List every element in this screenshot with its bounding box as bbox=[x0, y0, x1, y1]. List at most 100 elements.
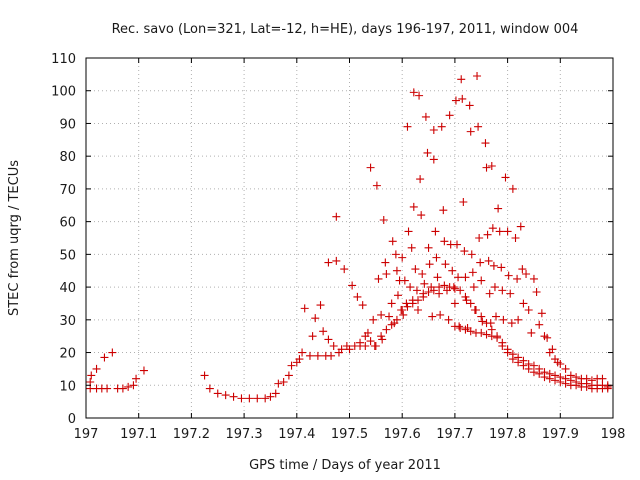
data-point bbox=[382, 325, 391, 334]
data-point bbox=[92, 364, 101, 373]
data-point bbox=[379, 216, 388, 224]
data-point bbox=[279, 378, 288, 386]
data-point bbox=[540, 373, 549, 382]
data-point bbox=[229, 392, 238, 401]
data-point bbox=[529, 274, 538, 283]
data-point bbox=[487, 332, 496, 341]
data-point bbox=[437, 122, 446, 131]
data-point bbox=[406, 283, 415, 292]
data-point bbox=[451, 96, 460, 105]
data-point bbox=[537, 309, 546, 318]
data-point bbox=[337, 345, 346, 354]
data-point bbox=[418, 270, 427, 278]
data-point bbox=[356, 342, 365, 350]
axis-ticks: 197 197.1 197.2 197.3 197.4 197.5 197.6 197.7 19… bbox=[51, 52, 625, 442]
data-point bbox=[419, 289, 428, 298]
data-point bbox=[471, 306, 480, 314]
data-point bbox=[488, 224, 497, 233]
y-tick-label: 20 bbox=[59, 347, 76, 362]
data-point bbox=[108, 348, 117, 357]
data-point bbox=[466, 127, 475, 136]
data-point bbox=[603, 384, 612, 393]
data-point bbox=[519, 299, 528, 308]
data-point bbox=[391, 250, 400, 259]
data-point bbox=[274, 379, 283, 388]
data-point bbox=[411, 265, 420, 274]
data-point bbox=[348, 281, 357, 290]
y-tick-label: 100 bbox=[51, 85, 76, 100]
data-point bbox=[403, 302, 412, 311]
data-point bbox=[466, 327, 475, 336]
data-point bbox=[398, 306, 407, 314]
data-point bbox=[409, 202, 418, 211]
data-point bbox=[414, 296, 423, 305]
data-point bbox=[532, 288, 541, 296]
data-point bbox=[139, 366, 148, 375]
data-point bbox=[444, 315, 453, 324]
data-point bbox=[424, 243, 433, 252]
data-point bbox=[420, 279, 429, 288]
data-point bbox=[118, 384, 127, 393]
data-point bbox=[441, 260, 450, 269]
data-point bbox=[494, 204, 503, 213]
data-point bbox=[324, 258, 333, 267]
chart-title: Rec. savo (Lon=321, Lat=-12, h=HE), days… bbox=[112, 22, 579, 37]
data-point bbox=[414, 306, 423, 314]
data-point bbox=[436, 310, 445, 319]
y-tick-label: 30 bbox=[59, 314, 76, 329]
data-point bbox=[456, 286, 465, 295]
data-point bbox=[377, 310, 386, 319]
data-point bbox=[458, 94, 467, 103]
data-point bbox=[361, 332, 370, 341]
data-point bbox=[483, 230, 492, 239]
data-point bbox=[378, 335, 387, 344]
data-point bbox=[450, 322, 459, 331]
data-point bbox=[475, 234, 484, 242]
x-tick-label: 197 bbox=[74, 427, 99, 442]
data-point bbox=[385, 312, 394, 321]
x-tick-label: 197.3 bbox=[225, 427, 262, 442]
data-point bbox=[450, 299, 459, 308]
y-axis-label: STEC from uqrg / TECUs bbox=[7, 160, 22, 316]
data-point bbox=[478, 317, 487, 326]
data-point bbox=[462, 296, 471, 305]
data-point bbox=[477, 276, 486, 285]
data-point bbox=[445, 111, 454, 120]
data-point bbox=[329, 342, 338, 350]
data-point bbox=[425, 260, 434, 269]
data-point bbox=[412, 286, 421, 295]
data-point bbox=[432, 253, 441, 262]
data-point bbox=[582, 382, 591, 391]
data-point bbox=[423, 148, 432, 157]
data-point bbox=[435, 283, 444, 292]
data-point bbox=[535, 320, 544, 329]
data-point bbox=[511, 234, 520, 242]
data-point bbox=[490, 283, 499, 292]
data-point bbox=[129, 381, 138, 390]
data-point bbox=[377, 332, 386, 341]
data-point bbox=[440, 281, 449, 290]
data-point bbox=[493, 333, 502, 342]
data-point bbox=[366, 337, 375, 346]
data-point bbox=[308, 332, 317, 341]
data-point bbox=[457, 75, 466, 84]
data-point bbox=[460, 247, 469, 256]
data-point bbox=[372, 181, 381, 190]
data-point bbox=[506, 289, 515, 298]
data-point bbox=[399, 310, 408, 319]
data-point bbox=[408, 299, 417, 308]
data-point bbox=[518, 265, 527, 274]
x-tick-label: 197.6 bbox=[384, 427, 421, 442]
x-tick-label: 197.1 bbox=[120, 427, 157, 442]
data-point bbox=[492, 312, 501, 321]
x-axis-label: GPS time / Days of year 2011 bbox=[249, 458, 441, 473]
data-point bbox=[298, 348, 307, 357]
data-point bbox=[448, 266, 457, 275]
y-tick-label: 50 bbox=[59, 248, 76, 263]
data-point bbox=[548, 345, 557, 354]
data-point bbox=[485, 289, 494, 298]
data-point bbox=[392, 266, 401, 275]
data-point bbox=[507, 319, 516, 328]
data-point bbox=[482, 330, 491, 339]
